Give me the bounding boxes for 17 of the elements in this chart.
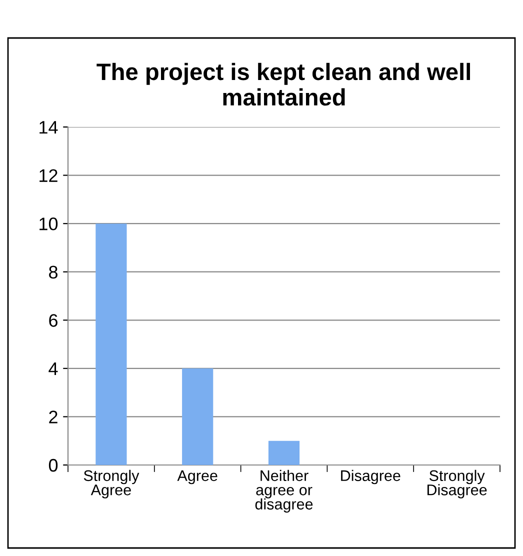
bar — [268, 440, 300, 465]
y-tick-label: 8 — [49, 266, 58, 279]
y-tick-label: 10 — [40, 218, 58, 230]
y-tick-label: 4 — [48, 362, 58, 375]
bar — [96, 224, 127, 465]
y-tick-label: 6 — [49, 314, 58, 327]
y-tick-label: 12 — [40, 169, 58, 182]
x-tick-label: Agree — [177, 470, 218, 484]
x-tick-label: Strongly Agree — [84, 470, 140, 498]
bar — [182, 368, 214, 465]
x-tick-label: Strongly Disagree — [427, 470, 487, 498]
y-tick-label: 2 — [49, 410, 58, 424]
x-tick-label: Neither agree or disagree — [255, 470, 313, 513]
y-tick-label: 0 — [48, 458, 58, 472]
y-tick-label: 14 — [40, 121, 58, 134]
chart-title: The project is kept clean and well maintained — [96, 62, 470, 106]
x-tick-label: Disagree — [341, 470, 400, 484]
